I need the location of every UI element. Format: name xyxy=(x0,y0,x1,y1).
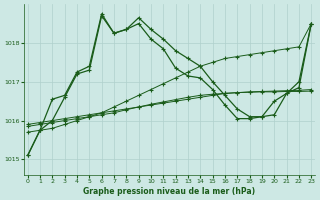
X-axis label: Graphe pression niveau de la mer (hPa): Graphe pression niveau de la mer (hPa) xyxy=(84,187,256,196)
